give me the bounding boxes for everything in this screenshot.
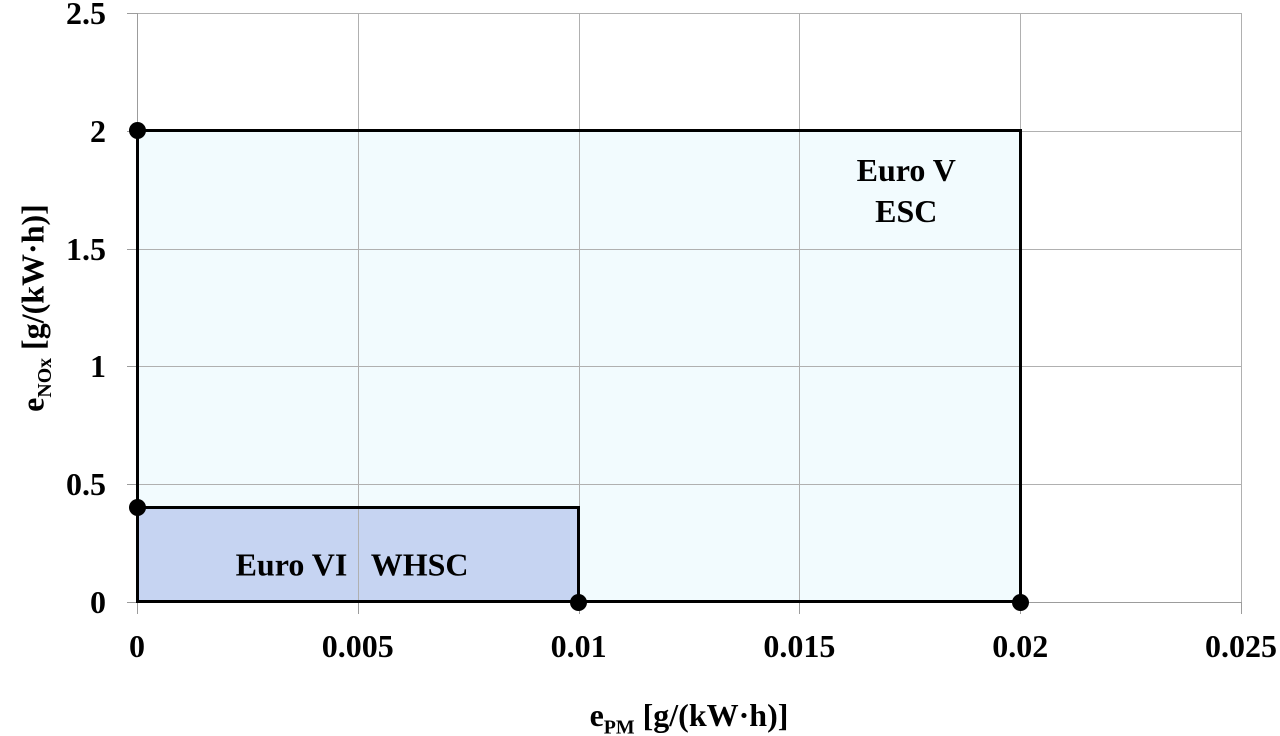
x-gridline bbox=[357, 13, 359, 602]
y-tick-label: 2 bbox=[90, 112, 106, 149]
y-axis-title-unit: [g/(kW·h)] bbox=[14, 204, 51, 358]
x-tick-label: 0.025 bbox=[1205, 628, 1277, 664]
x-tick-label: 0.01 bbox=[550, 628, 607, 664]
y-tick-mark bbox=[127, 602, 137, 603]
x-tick-mark bbox=[799, 602, 801, 614]
x-gridline bbox=[799, 13, 801, 602]
data-point-marker bbox=[570, 593, 588, 611]
y-tick-label: 0.5 bbox=[66, 466, 106, 503]
y-axis-title-base: e bbox=[14, 397, 51, 412]
y-tick-label: 1 bbox=[90, 348, 106, 385]
euro-v-esc-label: Euro V ESC bbox=[856, 151, 956, 229]
x-tick-label: 0.02 bbox=[992, 628, 1049, 664]
y-axis-title: eNOx [g/(kW·h)] bbox=[14, 204, 56, 412]
y-tick-mark bbox=[127, 13, 137, 14]
data-point-marker bbox=[1011, 593, 1029, 611]
x-axis-title-base: e bbox=[589, 697, 604, 733]
y-tick-mark bbox=[127, 484, 137, 486]
x-axis-title-unit: [g/(kW·h)] bbox=[634, 697, 789, 733]
data-point-marker bbox=[128, 499, 146, 517]
x-tick-mark bbox=[137, 602, 138, 614]
x-axis-title-subscript: PM bbox=[603, 716, 635, 736]
y-tick-label: 0 bbox=[90, 584, 106, 620]
x-tick-label: 0.005 bbox=[321, 628, 394, 664]
euro-vi-whsc-region-border bbox=[135, 506, 581, 604]
y-gridline bbox=[137, 366, 1241, 368]
y-tick-label: 1.5 bbox=[66, 230, 106, 267]
euro-vi-whsc-label: Euro VI WHSC bbox=[235, 546, 469, 583]
x-tick-label: 0 bbox=[129, 628, 145, 664]
y-tick-mark bbox=[127, 248, 137, 250]
x-tick-mark bbox=[357, 602, 359, 614]
y-tick-mark bbox=[127, 366, 137, 368]
x-gridline bbox=[1241, 13, 1242, 602]
x-tick-mark bbox=[1241, 602, 1242, 614]
y-gridline bbox=[137, 484, 1241, 486]
y-gridline bbox=[137, 13, 1241, 14]
x-axis-title: ePM [g/(kW·h)] bbox=[439, 697, 939, 736]
x-tick-label: 0.015 bbox=[763, 628, 836, 664]
y-axis-title-subscript: NOx bbox=[33, 357, 56, 398]
x-gridline bbox=[578, 13, 580, 602]
y-tick-label: 2.5 bbox=[66, 0, 106, 31]
data-point-marker bbox=[128, 122, 146, 140]
y-gridline bbox=[137, 248, 1241, 250]
